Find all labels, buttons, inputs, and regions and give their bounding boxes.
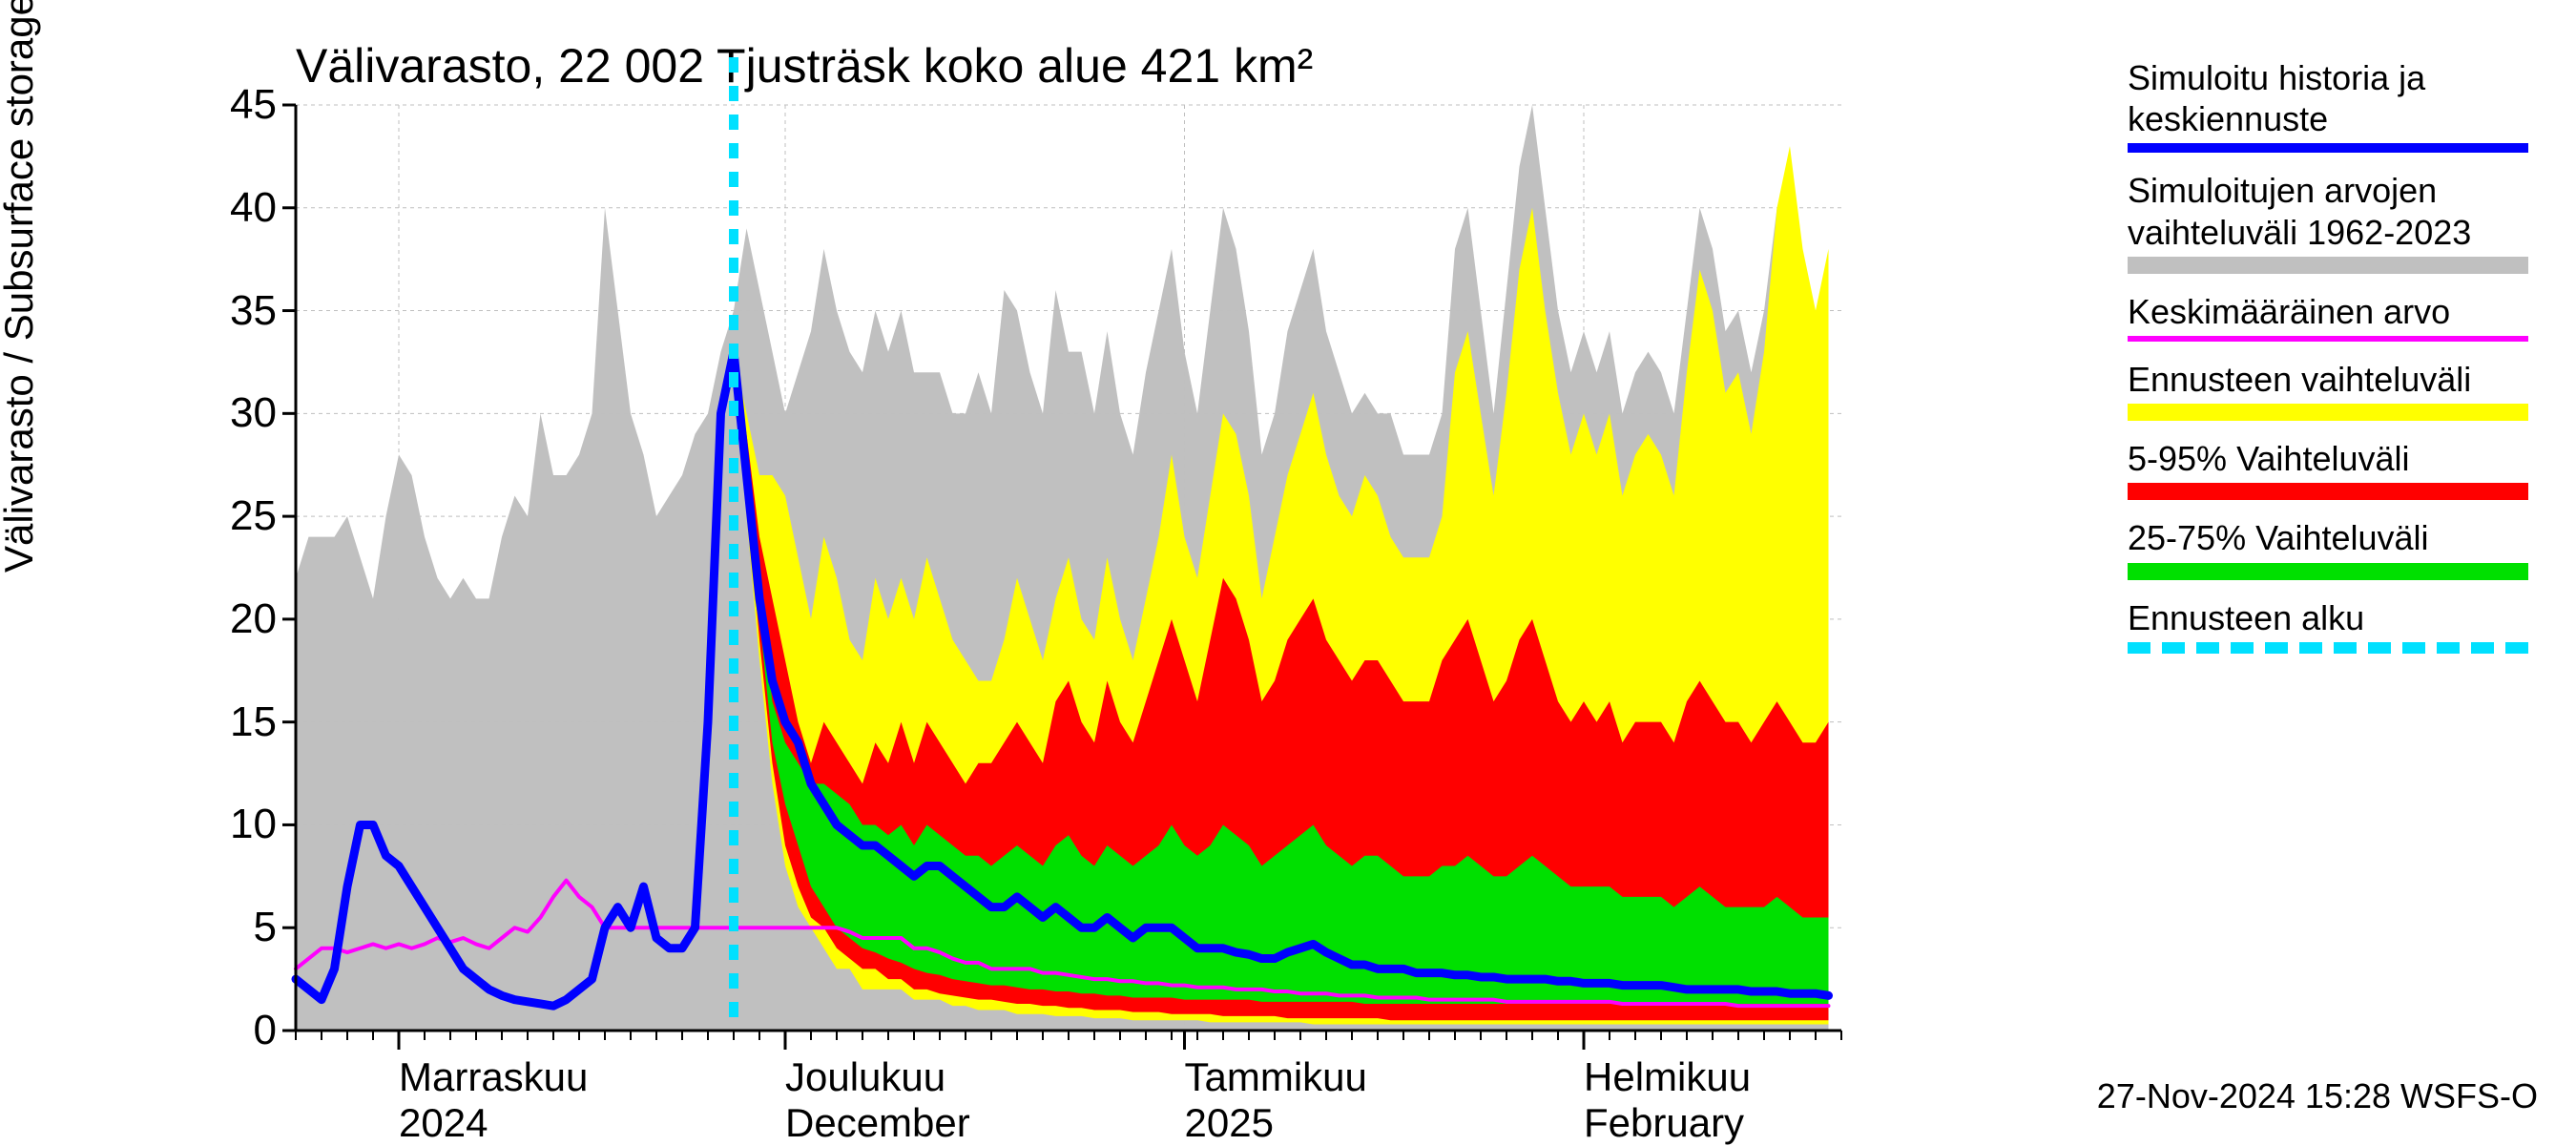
y-tick-20: 20 (210, 595, 277, 643)
legend: Simuloitu historia ja keskiennuste Simul… (2128, 57, 2538, 671)
legend-swatch-hist (2128, 257, 2528, 274)
legend-swatch-fstart (2128, 642, 2528, 654)
legend-swatch-median (2128, 143, 2528, 153)
timestamp: 27-Nov-2024 15:28 WSFS-O (2097, 1076, 2538, 1116)
y-tick-45: 45 (210, 81, 277, 129)
y-tick-30: 30 (210, 389, 277, 437)
x-tick-8: Marraskuu2024 (399, 1054, 588, 1146)
y-tick-15: 15 (210, 698, 277, 746)
y-tick-5: 5 (210, 904, 277, 951)
legend-item-fstart: Ennusteen alku (2128, 597, 2538, 654)
legend-label-hist: Simuloitujen arvojen vaihteluväli 1962-2… (2128, 170, 2538, 252)
chart-container: Välivarasto / Subsurface storage mm Väli… (0, 0, 2576, 1145)
legend-item-average: Keskimääräinen arvo (2128, 291, 2538, 342)
legend-label-median: Simuloitu historia ja keskiennuste (2128, 57, 2538, 139)
legend-item-5-95: 5-95% Vaihteluväli (2128, 438, 2538, 500)
legend-label-average: Keskimääräinen arvo (2128, 291, 2538, 332)
legend-label-5-95: 5-95% Vaihteluväli (2128, 438, 2538, 479)
y-axis-label: Välivarasto / Subsurface storage mm (0, 0, 42, 573)
legend-label-fstart: Ennusteen alku (2128, 597, 2538, 638)
plot-area: 051015202530354045 (296, 105, 1841, 1031)
legend-swatch-25-75 (2128, 563, 2528, 580)
y-tick-0: 0 (210, 1007, 277, 1054)
y-tick-25: 25 (210, 492, 277, 540)
x-tick-100: HelmikuuFebruary (1584, 1054, 1751, 1146)
chart-title: Välivarasto, 22 002 Tjusträsk koko alue … (296, 38, 1313, 94)
x-tick-38: JoulukuuDecember (785, 1054, 970, 1146)
legend-label-forecast: Ennusteen vaihteluväli (2128, 359, 2538, 400)
legend-label-25-75: 25-75% Vaihteluväli (2128, 517, 2538, 558)
legend-swatch-forecast (2128, 404, 2528, 421)
legend-item-25-75: 25-75% Vaihteluväli (2128, 517, 2538, 579)
y-tick-40: 40 (210, 184, 277, 232)
y-tick-10: 10 (210, 801, 277, 848)
y-tick-35: 35 (210, 287, 277, 335)
legend-item-median: Simuloitu historia ja keskiennuste (2128, 57, 2538, 153)
legend-item-forecast: Ennusteen vaihteluväli (2128, 359, 2538, 421)
legend-swatch-average (2128, 336, 2528, 342)
legend-swatch-5-95 (2128, 483, 2528, 500)
x-tick-69: Tammikuu2025 (1185, 1054, 1367, 1146)
legend-item-hist: Simuloitujen arvojen vaihteluväli 1962-2… (2128, 170, 2538, 273)
